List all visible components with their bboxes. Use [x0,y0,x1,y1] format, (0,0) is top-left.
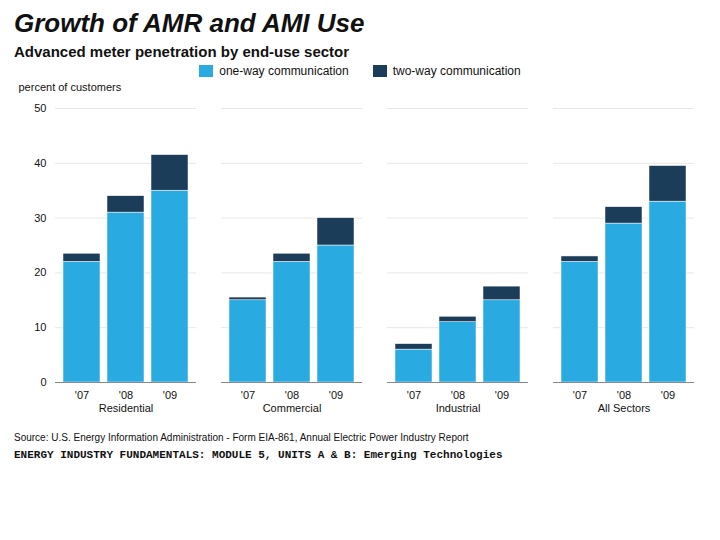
svg-text:10: 10 [34,321,46,333]
html-text:one-way communication: one-way communication [219,64,349,78]
svg-text:50: 50 [34,102,46,114]
svg-text:40: 40 [34,157,46,169]
svg-text:'08: '08 [119,389,133,401]
svg-text:percent of customers: percent of customers [19,81,122,93]
svg-text:30: 30 [34,212,46,224]
svg-text:Residential: Residential [99,402,153,414]
html-text:Source: U.S. Energy Informatio: Source: U.S. Energy Information Administ… [14,432,469,443]
svg-text:0: 0 [40,376,46,388]
svg-text:Commercial: Commercial [263,402,322,414]
svg-text:'09: '09 [661,389,675,401]
svg-text:'07: '07 [407,389,421,401]
svg-text:'08: '08 [285,389,299,401]
svg-text:'09: '09 [495,389,509,401]
svg-text:20: 20 [34,266,46,278]
svg-text:Industrial: Industrial [436,402,481,414]
html-text:ENERGY INDUSTRY FUNDAMENTALS:: ENERGY INDUSTRY FUNDAMENTALS: MODULE 5, … [14,449,503,461]
svg-text:All Sectors: All Sectors [598,402,651,414]
svg-text:'09: '09 [163,389,177,401]
html-text:Growth of AMR and AMI Use: Growth of AMR and AMI Use [14,8,365,38]
svg-text:'08: '08 [451,389,465,401]
svg-text:'09: '09 [329,389,343,401]
svg-text:'07: '07 [573,389,587,401]
svg-text:'08: '08 [617,389,631,401]
html-text:Advanced meter penetration by: Advanced meter penetration by end-use se… [14,43,350,60]
html-text:two-way communication: two-way communication [392,64,521,78]
svg-text:'07: '07 [75,389,89,401]
svg-text:'07: '07 [241,389,255,401]
